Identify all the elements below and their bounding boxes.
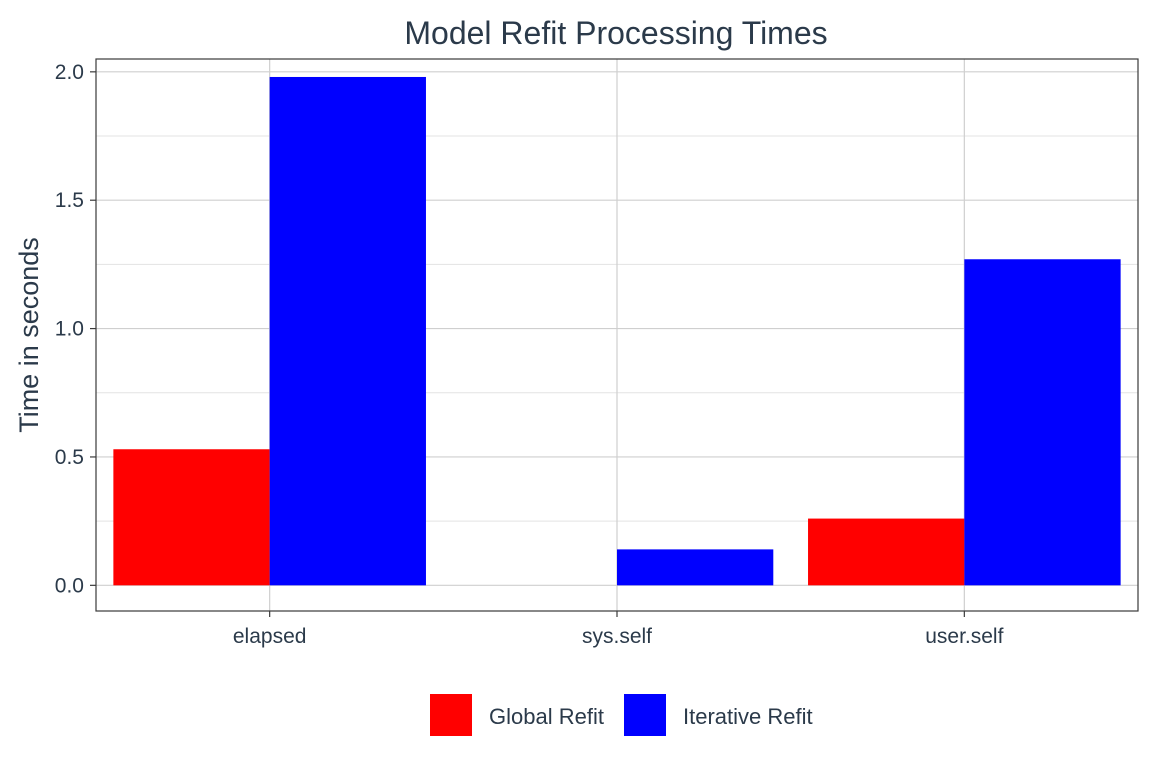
y-axis-ticks: 0.0 0.5 1.0 1.5 2.0 <box>55 61 96 597</box>
x-tick-label: user.self <box>925 625 1003 648</box>
bar <box>964 259 1121 586</box>
legend: Global Refit Iterative Refit <box>430 694 813 736</box>
y-tick-label: 1.5 <box>55 189 84 212</box>
x-tick-label: sys.self <box>582 625 652 648</box>
y-tick-label: 2.0 <box>55 61 84 84</box>
x-tick-label: elapsed <box>233 625 307 648</box>
legend-key <box>430 694 472 736</box>
legend-key <box>624 694 666 736</box>
x-axis-ticks: elapsed sys.self user.self <box>233 611 1004 648</box>
legend-label: Iterative Refit <box>683 704 813 729</box>
legend-label: Global Refit <box>489 704 604 729</box>
chart-title: Model Refit Processing Times <box>404 15 827 51</box>
bar <box>617 549 774 586</box>
bar <box>113 449 270 586</box>
y-tick-label: 0.5 <box>55 446 84 469</box>
y-axis-label: Time in seconds <box>14 237 44 433</box>
y-tick-label: 0.0 <box>55 574 84 597</box>
y-tick-label: 1.0 <box>55 318 84 341</box>
bar <box>269 76 426 586</box>
bar <box>808 518 965 586</box>
bars <box>113 76 1121 586</box>
